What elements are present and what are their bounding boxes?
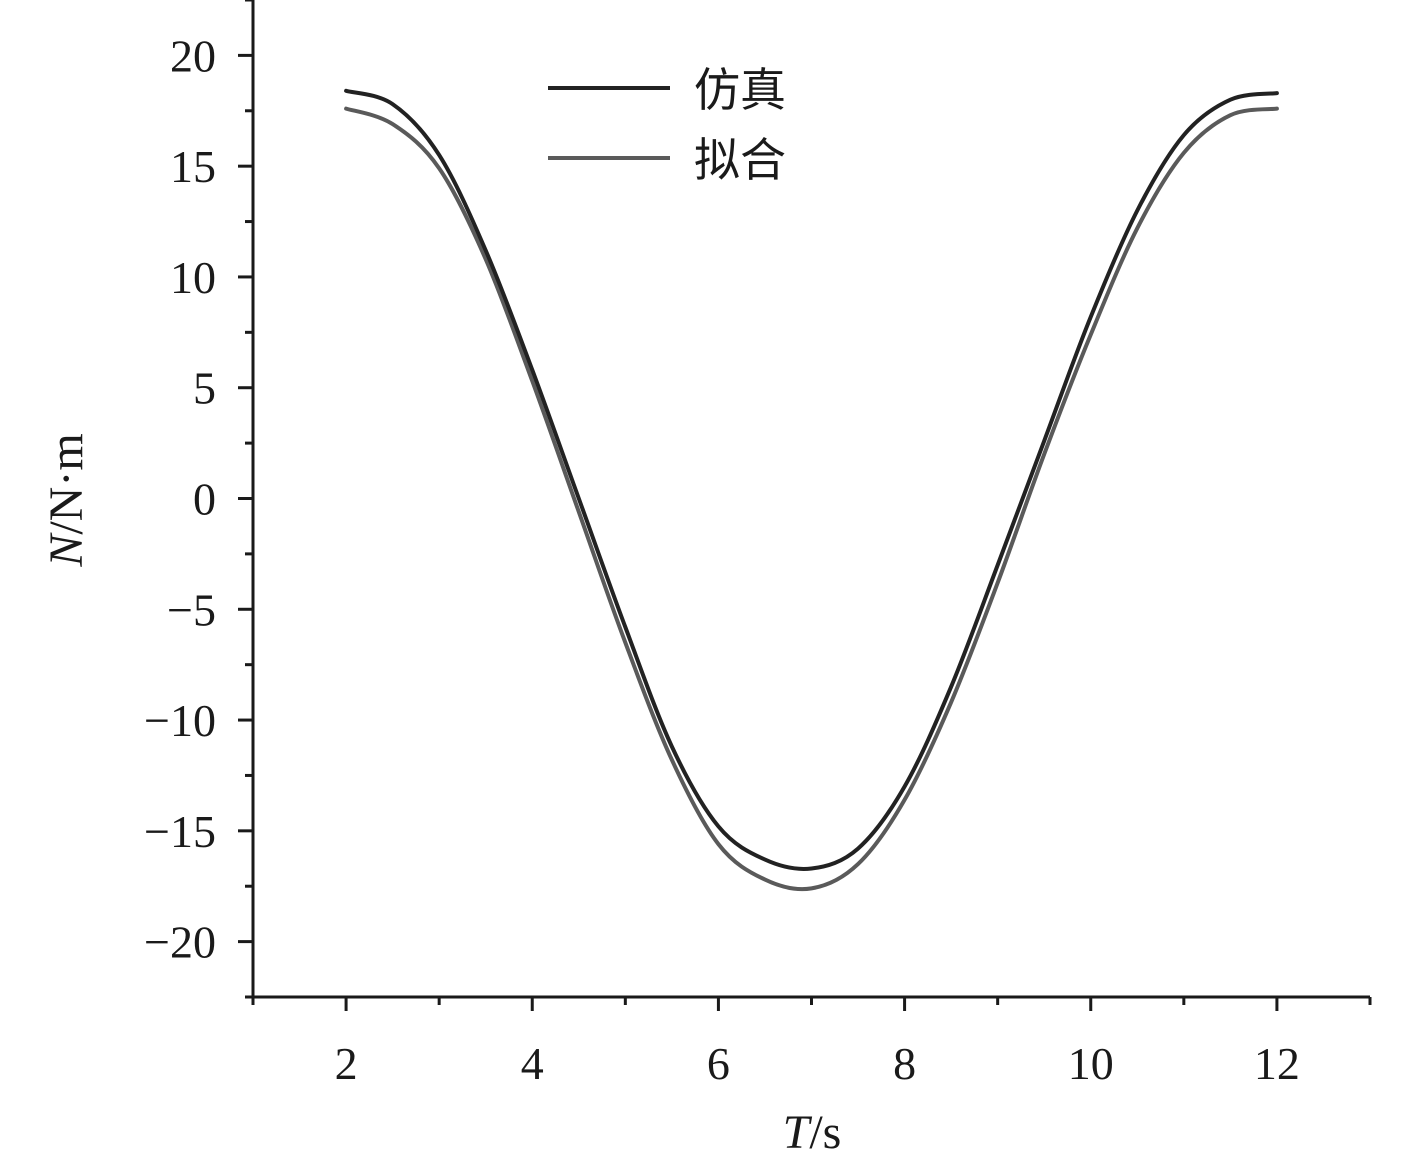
y-tick-label: 10 [170,252,216,303]
x-tick-label: 4 [521,1038,544,1089]
x-tick-label: 6 [707,1038,730,1089]
legend-label-1: 仿真 [694,63,786,117]
y-axis-title: N/N·m [40,433,93,567]
y-tick-label: −5 [167,584,216,635]
y-axis-title-symbol: N [40,532,93,568]
axes-layer: 2 4 6 8 10 12 −20 −15 −10 −5 0 5 10 15 20 [144,0,1372,1089]
x-tick-label: 8 [893,1038,916,1089]
y-axis-title-unit: /N·m [40,433,93,534]
y-tick-label: −20 [144,917,216,968]
x-axis-title-symbol: T [783,1106,813,1151]
series-line-1 [344,88,1279,871]
y-tick-label: 15 [170,141,216,192]
legend-label-2: 拟合 [694,133,786,187]
y-tick-label: 5 [193,363,216,414]
x-tick-label: 12 [1254,1038,1300,1089]
series-line-2 [344,106,1279,892]
x-tick-label: 10 [1068,1038,1114,1089]
y-tick-label: −10 [144,695,216,746]
y-tick-label: 0 [193,474,216,525]
x-axis-title: T/s [783,1106,842,1151]
y-tick-label: 20 [170,30,216,81]
x-tick-label: 2 [335,1038,358,1089]
y-tick-label: −15 [144,806,216,857]
x-axis-title-unit: /s [809,1106,841,1151]
series-layer [344,88,1279,892]
